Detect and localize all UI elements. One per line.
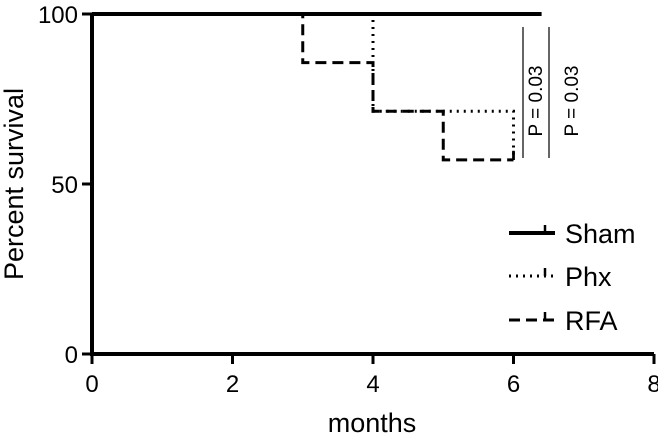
x-tick-label: 8 [647,371,658,398]
x-tick-label: 0 [85,371,98,398]
y-tick-label: 50 [51,172,78,199]
y-tick-label: 0 [65,342,78,369]
x-axis-label: months [328,408,417,436]
pvalue-annotation-1: P = 0.03 [526,66,547,137]
x-tick-label: 4 [366,371,379,398]
series-phx-line [92,12,515,160]
x-ticks: 0 2 4 6 8 [85,354,658,398]
legend-label-sham: Sham [565,219,636,249]
legend-label-phx: Phx [565,262,612,292]
y-tick-label: 100 [38,2,78,29]
x-tick-label: 2 [226,371,239,398]
y-ticks: 0 50 100 [38,2,92,369]
pvalue-annotation-2: P = 0.03 [562,66,583,137]
y-axis-label: Percent survival [0,88,29,280]
legend: Sham Phx RFA [509,219,636,336]
series-layer [92,12,542,162]
legend-label-rfa: RFA [565,306,618,336]
series-rfa-line [92,12,514,162]
x-tick-label: 6 [507,371,520,398]
